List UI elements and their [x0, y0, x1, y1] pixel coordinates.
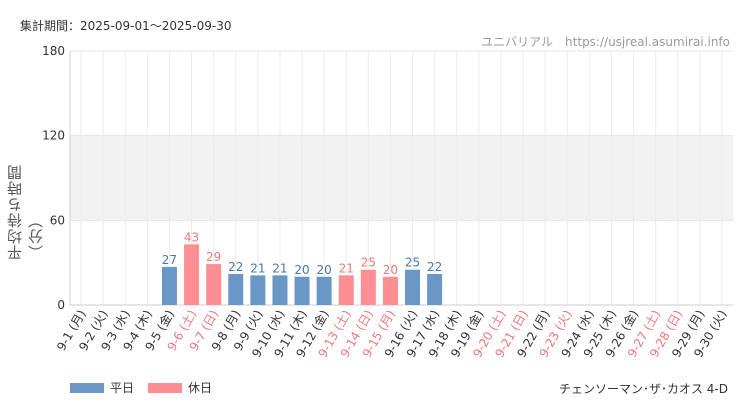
bar [250, 275, 266, 305]
legend-item-holiday[interactable]: 休日 [148, 379, 212, 396]
legend-swatch-weekday [70, 382, 104, 393]
data-label: 27 [162, 253, 177, 267]
legend-label-holiday: 休日 [188, 381, 213, 395]
data-label: 21 [272, 261, 287, 275]
data-label: 25 [361, 256, 376, 270]
bar [161, 266, 177, 305]
legend-label-weekday: 平日 [110, 381, 135, 395]
y-tick-label: 120 [42, 129, 65, 143]
data-label: 21 [339, 261, 354, 275]
bar [405, 269, 421, 305]
data-label: 20 [383, 263, 398, 277]
bar [272, 275, 288, 305]
legend: 平日 休日 [70, 379, 216, 396]
site-credit: ユニバリアル https://usjreal.asumirai.info [481, 35, 730, 49]
bar [184, 244, 200, 305]
data-label: 21 [250, 261, 265, 275]
bar [316, 276, 332, 305]
y-tick-label: 60 [50, 213, 65, 227]
data-label: 29 [206, 250, 221, 264]
bar [338, 275, 354, 305]
collection-period: 集計期間：2025-09-01～2025-09-30 [20, 19, 232, 33]
shaded-band [70, 135, 733, 221]
data-label: 25 [405, 256, 420, 270]
legend-swatch-holiday [148, 382, 183, 393]
data-label: 22 [427, 260, 442, 274]
data-label: 22 [228, 260, 243, 274]
bar [382, 276, 398, 305]
bar [427, 273, 443, 305]
legend-item-weekday[interactable]: 平日 [70, 379, 134, 396]
data-label: 20 [294, 263, 309, 277]
bar [294, 276, 310, 305]
data-label: 43 [184, 230, 199, 244]
data-label: 20 [317, 263, 332, 277]
attraction-name: チェンソーマン･ザ･カオス 4-D [558, 382, 728, 396]
bar [360, 269, 376, 305]
y-tick-label: 180 [42, 44, 65, 58]
y-tick-label: 0 [57, 298, 65, 312]
bar [206, 264, 222, 305]
bar [228, 273, 244, 305]
